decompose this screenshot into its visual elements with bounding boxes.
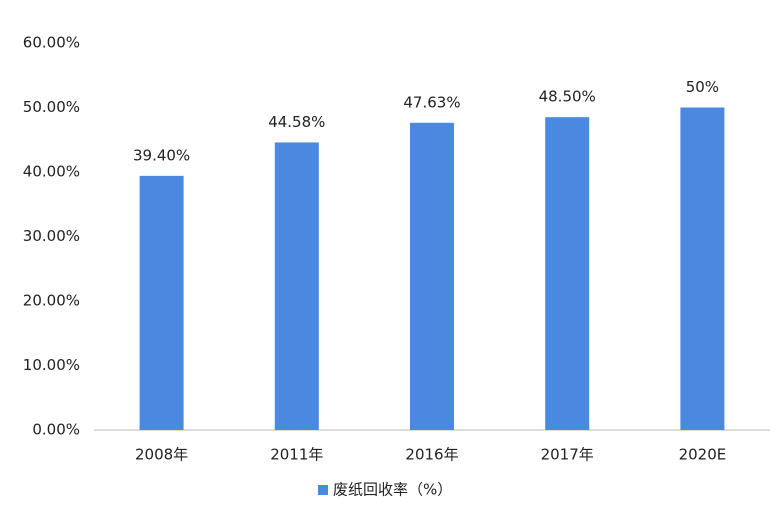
bar <box>139 175 184 430</box>
x-tick-label: 2016年 <box>405 446 458 464</box>
x-tick-label: 2008年 <box>135 446 188 464</box>
data-label: 47.63% <box>403 93 460 111</box>
y-tick-label: 10.00% <box>23 356 80 374</box>
y-tick-label: 0.00% <box>32 421 80 439</box>
y-tick-label: 40.00% <box>23 163 80 181</box>
data-label: 39.40% <box>133 146 190 164</box>
legend-label: 废纸回收率（%） <box>333 481 452 499</box>
bar <box>680 107 725 430</box>
y-tick-label: 50.00% <box>23 98 80 116</box>
y-tick-label: 30.00% <box>23 227 80 245</box>
x-tick-label: 2011年 <box>270 446 323 464</box>
y-tick-label: 60.00% <box>23 34 80 52</box>
x-tick-label: 2020E <box>679 446 727 464</box>
data-label: 44.58% <box>268 113 325 131</box>
data-label: 48.50% <box>539 88 596 106</box>
bar <box>274 142 319 431</box>
data-label: 50% <box>686 78 719 96</box>
bar <box>545 117 590 431</box>
x-tick-label: 2017年 <box>541 446 594 464</box>
legend-swatch <box>318 485 328 495</box>
bar <box>410 122 454 430</box>
y-tick-label: 20.00% <box>23 292 80 310</box>
